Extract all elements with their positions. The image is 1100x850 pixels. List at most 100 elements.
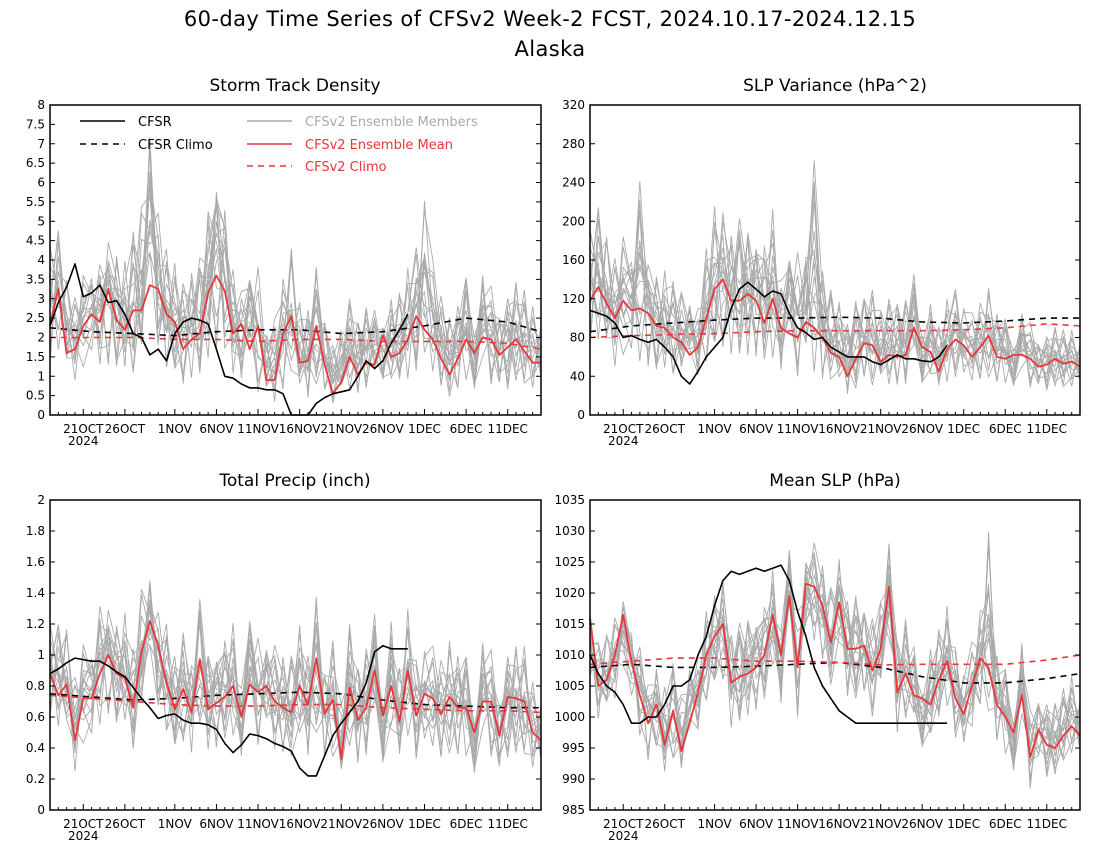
y-tick-label: 160 bbox=[562, 253, 585, 267]
y-tick-label: 2.5 bbox=[26, 311, 45, 325]
panel-storm-track-density: Storm Track Density 0 0.5 1 1.5 2 2.5 3 3.5 4 4.5… bbox=[26, 76, 542, 448]
x-tick-label: 21OCT bbox=[603, 817, 644, 831]
cfsr-line bbox=[49, 263, 409, 416]
x-tick-label: 11DEC bbox=[1027, 422, 1067, 436]
panel-title: Total Precip (inch) bbox=[218, 471, 370, 491]
x-tick-label: 6NOV bbox=[739, 422, 774, 436]
ensemble-member-line bbox=[49, 612, 542, 770]
ensemble-member-line bbox=[49, 197, 542, 387]
y-tick-label: 8 bbox=[37, 98, 45, 112]
x-tick-label: 11NOV bbox=[777, 817, 819, 831]
x-tick-label: 6DEC bbox=[989, 817, 1022, 831]
y-tick-label: 1.4 bbox=[26, 586, 45, 600]
legend-label-cfsr-climo: CFSR Climo bbox=[138, 138, 213, 153]
y-tick-label: 985 bbox=[562, 803, 585, 817]
ensemble-member-line bbox=[589, 558, 1081, 767]
y-tick-label: 2 bbox=[37, 493, 45, 507]
y-tick-label: 7.5 bbox=[26, 117, 45, 131]
x-tick-label: 26NOV bbox=[362, 422, 404, 436]
x-tick-label: 16NOV bbox=[279, 817, 321, 831]
plot-frame bbox=[589, 104, 1081, 416]
x-tick-label: 16NOV bbox=[818, 817, 860, 831]
y-tick-label: 1010 bbox=[554, 648, 585, 662]
y-tick-label: 1025 bbox=[554, 555, 585, 569]
x-tick-label: 11DEC bbox=[487, 422, 527, 436]
x-tick-label: 16NOV bbox=[279, 422, 321, 436]
panel-title: Storm Track Density bbox=[209, 76, 380, 96]
ensemble-member-line bbox=[49, 599, 542, 767]
y-tick-label: 1005 bbox=[554, 679, 585, 693]
x-tick-label: 1NOV bbox=[158, 422, 193, 436]
ensemble-member-line bbox=[49, 139, 542, 389]
x-tick-label: 21NOV bbox=[320, 422, 362, 436]
ensemble-member-line bbox=[49, 137, 542, 402]
y-tick-label: 6 bbox=[37, 176, 45, 190]
y-tick-label: 0.5 bbox=[26, 389, 45, 403]
x-tick-label: 21NOV bbox=[860, 817, 902, 831]
ensemble-mean-line bbox=[49, 274, 541, 395]
ensemble-mean-line bbox=[589, 278, 1081, 378]
y-tick-label: 5.5 bbox=[26, 195, 45, 209]
x-tick-label: 6NOV bbox=[739, 817, 774, 831]
y-tick-label: 1 bbox=[37, 648, 45, 662]
y-tick-label: 1000 bbox=[554, 710, 585, 724]
x-tick-label: 1DEC bbox=[947, 422, 980, 436]
x-tick-label: 1NOV bbox=[698, 422, 733, 436]
x-tick-label: 11DEC bbox=[487, 817, 527, 831]
y-tick-label: 320 bbox=[562, 98, 585, 112]
y-tick-label: 0 bbox=[37, 408, 45, 422]
y-tick-label: 280 bbox=[562, 137, 585, 151]
y-tick-label: 1.5 bbox=[26, 350, 45, 364]
y-tick-label: 1035 bbox=[554, 493, 585, 507]
x-tick-label: 26OCT bbox=[645, 422, 686, 436]
y-tick-label: 995 bbox=[562, 741, 585, 755]
panel-slp-variance: SLP Variance (hPa^2) 0 40 80 120 160 200 240 28… bbox=[562, 76, 1081, 448]
y-tick-label: 4.5 bbox=[26, 234, 45, 248]
panel-total-precip: Total Precip (inch) 0 0.2 0.4 0.6 0.8 1 1.2 1.4… bbox=[26, 471, 542, 843]
x-tick-label: 1NOV bbox=[698, 817, 733, 831]
y-tick-label: 2 bbox=[37, 331, 45, 345]
x-tick-label: 11NOV bbox=[777, 422, 819, 436]
x-tick-label: 26OCT bbox=[105, 817, 146, 831]
legend-label-members: CFSv2 Ensemble Members bbox=[305, 115, 478, 130]
y-tick-label: 120 bbox=[562, 292, 585, 306]
x-tick-label: 6DEC bbox=[989, 422, 1022, 436]
x-tick-label: 26OCT bbox=[645, 817, 686, 831]
y-tick-label: 0 bbox=[37, 803, 45, 817]
x-tick-label: 21OCT bbox=[603, 422, 644, 436]
y-tick-label: 0.8 bbox=[26, 679, 45, 693]
y-tick-label: 5 bbox=[37, 214, 45, 228]
x-tick-label: 26NOV bbox=[362, 817, 404, 831]
ensemble-member-line bbox=[589, 160, 1081, 390]
ensemble-member-line bbox=[49, 589, 542, 755]
panel-mean-slp: Mean SLP (hPa) 985 990 995 1000 1005 1010 1015… bbox=[554, 471, 1081, 843]
x-tick-label: 21OCT bbox=[63, 817, 104, 831]
ensemble-member-line bbox=[49, 194, 542, 397]
x-year-label: 2024 bbox=[608, 829, 639, 843]
y-tick-label: 3 bbox=[37, 292, 45, 306]
ensemble-mean-line bbox=[49, 620, 542, 760]
ensemble-member-line bbox=[589, 240, 1081, 384]
ensemble-member-line bbox=[49, 211, 542, 390]
ensemble-member-line bbox=[589, 245, 1081, 387]
x-tick-label: 11NOV bbox=[237, 817, 279, 831]
x-tick-label: 26NOV bbox=[901, 817, 943, 831]
y-tick-label: 1 bbox=[37, 369, 45, 383]
x-tick-label: 1DEC bbox=[408, 422, 441, 436]
x-tick-label: 11NOV bbox=[237, 422, 279, 436]
x-tick-label: 21OCT bbox=[63, 422, 104, 436]
y-tick-label: 3.5 bbox=[26, 272, 45, 286]
y-tick-label: 4 bbox=[37, 253, 45, 267]
ensemble-members bbox=[589, 532, 1081, 789]
y-tick-label: 0.4 bbox=[26, 741, 45, 755]
ensemble-members bbox=[49, 137, 542, 403]
cfsr-line bbox=[589, 564, 948, 725]
y-tick-label: 990 bbox=[562, 772, 585, 786]
ensemble-mean-line bbox=[589, 582, 1081, 759]
y-tick-label: 40 bbox=[570, 369, 585, 383]
x-tick-label: 21NOV bbox=[860, 422, 902, 436]
x-tick-label: 26NOV bbox=[901, 422, 943, 436]
y-tick-label: 1.6 bbox=[26, 555, 45, 569]
x-tick-label: 26OCT bbox=[105, 422, 146, 436]
